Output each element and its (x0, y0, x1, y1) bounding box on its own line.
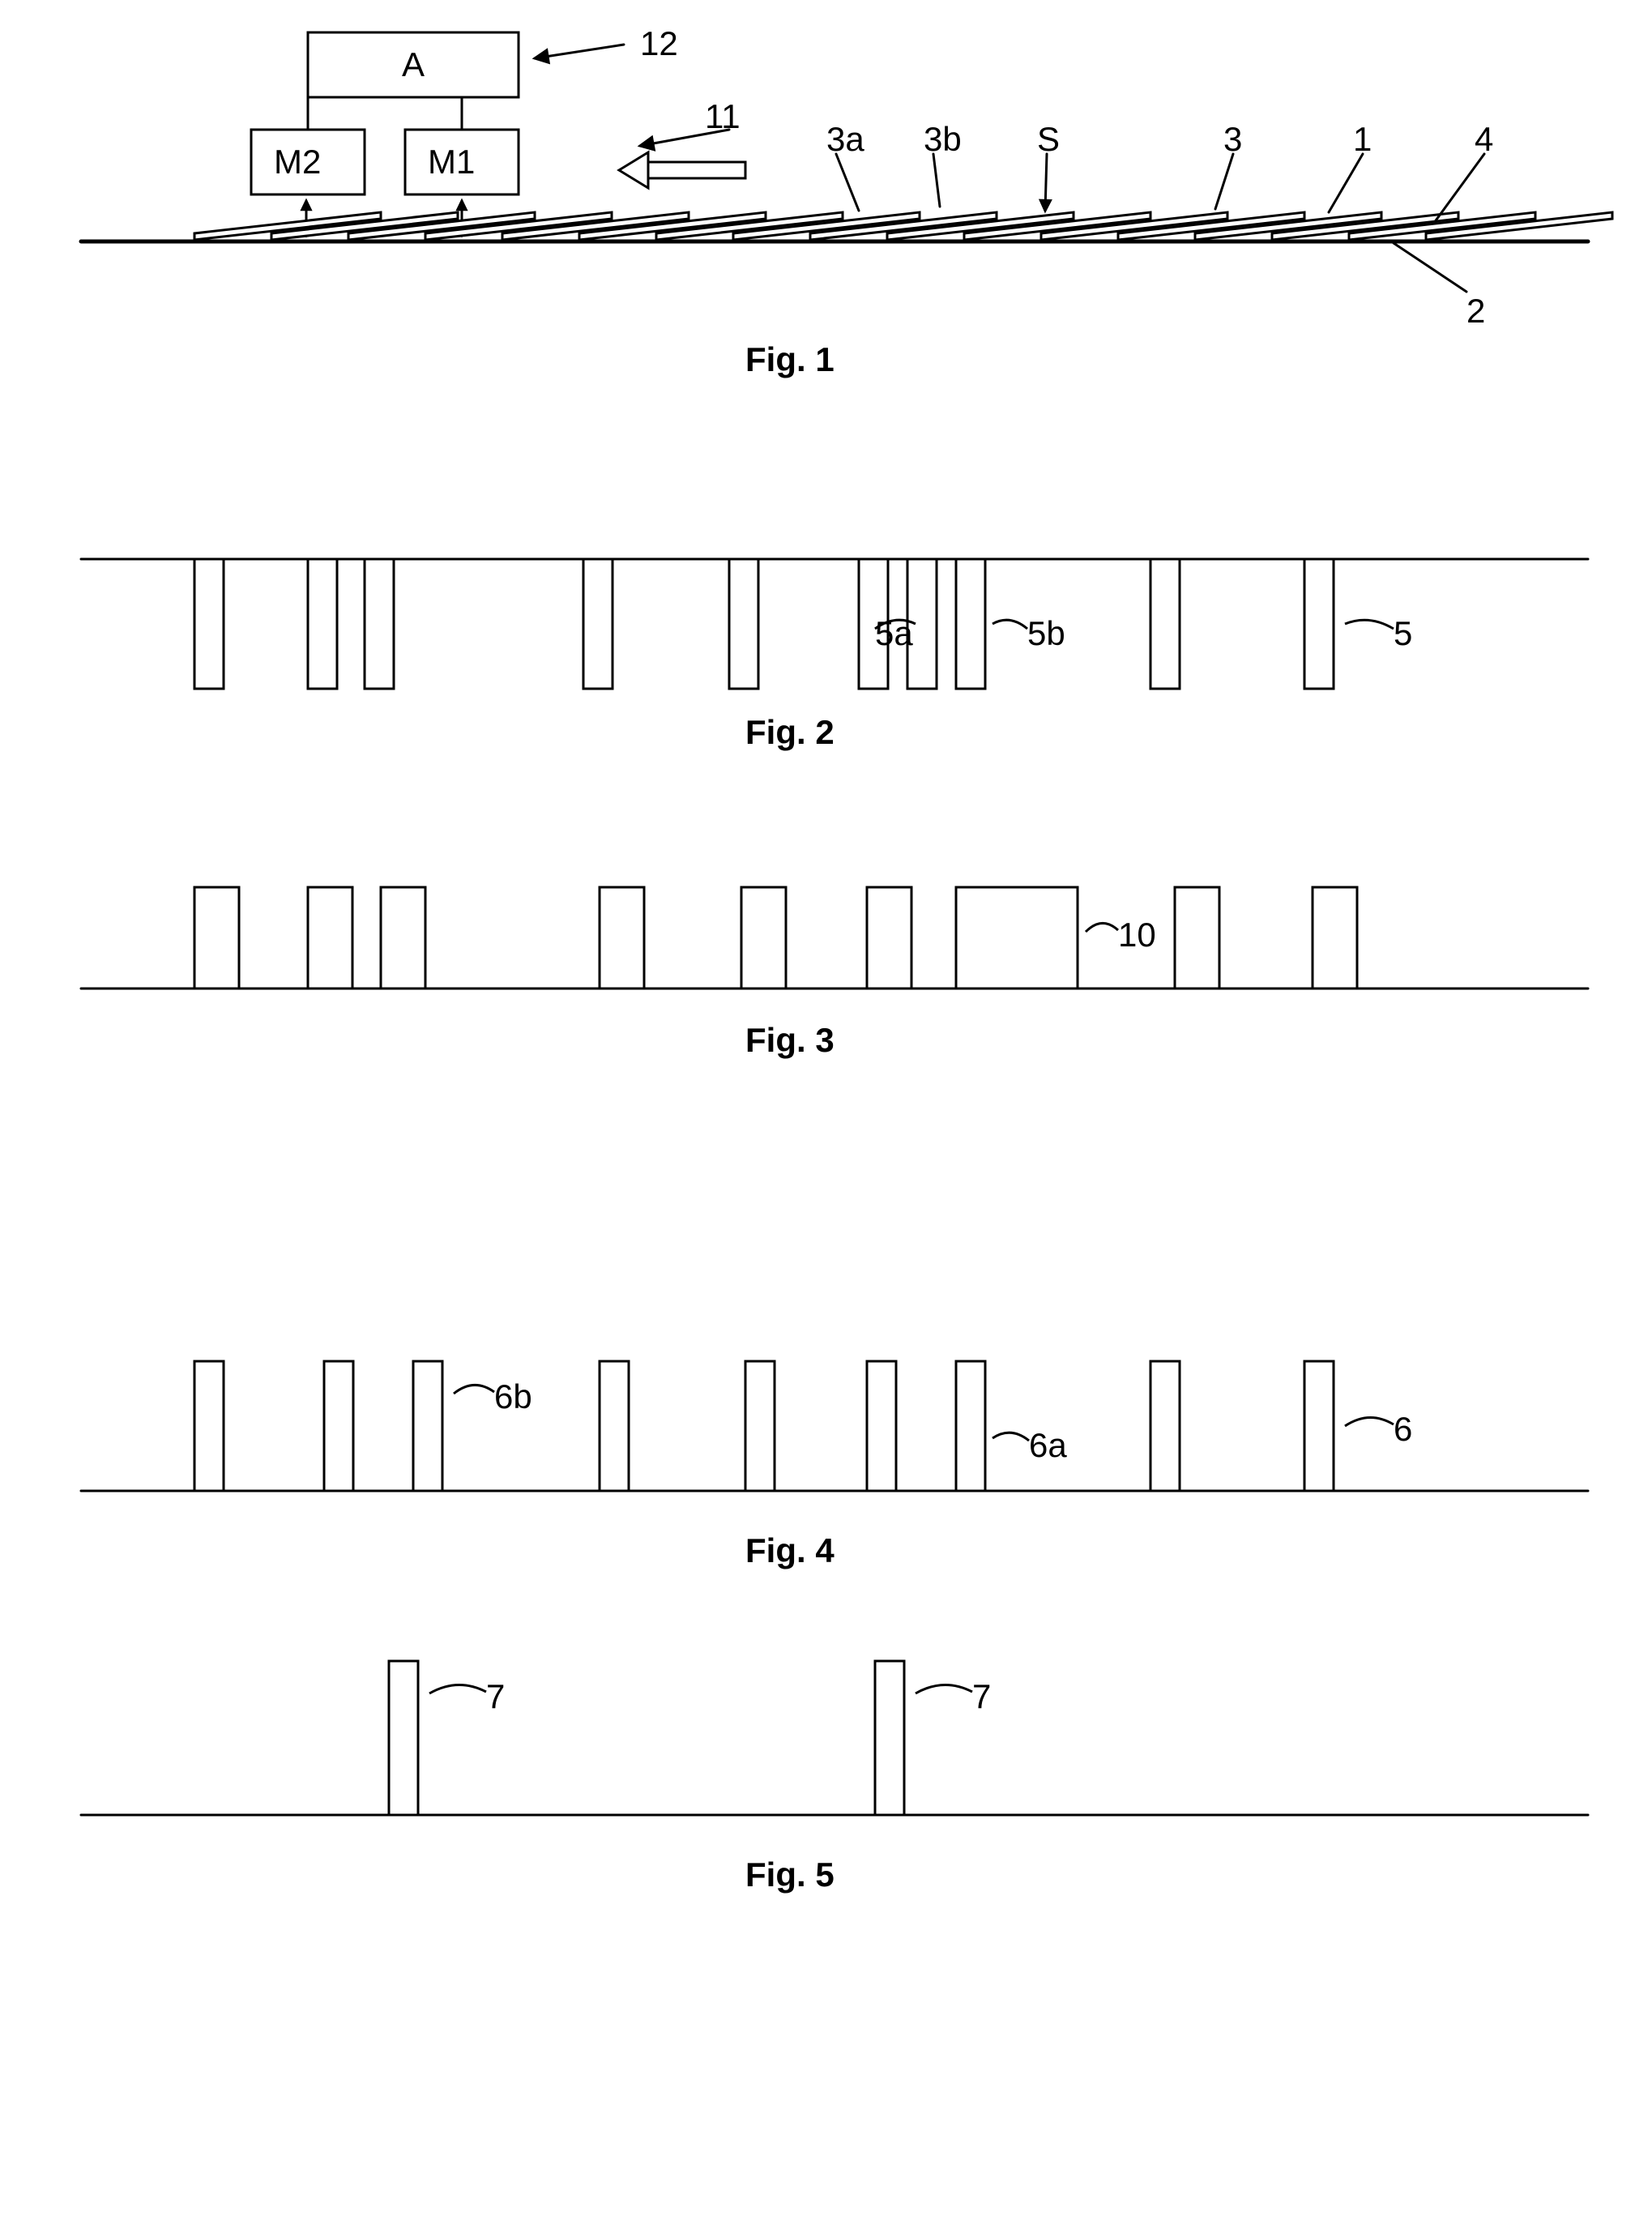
ref-s: S (1037, 120, 1060, 159)
fig3-caption: Fig. 3 (745, 1021, 835, 1060)
fig5-caption: Fig. 5 (745, 1855, 835, 1894)
ref-6: 6 (1394, 1410, 1412, 1449)
ref-3a: 3a (826, 120, 864, 159)
box-m1-label: M1 (428, 143, 475, 181)
ref-7-right: 7 (972, 1677, 991, 1716)
ref-6b: 6b (494, 1377, 532, 1416)
fig4-caption: Fig. 4 (745, 1531, 835, 1570)
ref-2: 2 (1466, 292, 1485, 331)
ref-3b: 3b (924, 120, 962, 159)
ref-6a: 6a (1029, 1426, 1067, 1465)
ref-5b: 5b (1027, 614, 1065, 653)
fig2-caption: Fig. 2 (745, 713, 835, 752)
fig1-caption: Fig. 1 (745, 340, 835, 379)
box-a-label: A (402, 45, 425, 84)
diagram-svg (0, 0, 1652, 2229)
ref-11: 11 (705, 97, 741, 136)
ref-7-left: 7 (486, 1677, 505, 1716)
ref-10: 10 (1118, 916, 1156, 954)
ref-4: 4 (1475, 120, 1493, 159)
ref-12: 12 (640, 24, 678, 63)
page: Fig. 1 Fig. 2 Fig. 3 Fig. 4 Fig. 5 A M2 … (0, 0, 1652, 2229)
ref-3: 3 (1223, 120, 1242, 159)
ref-5: 5 (1394, 614, 1412, 653)
ref-5a: 5a (875, 614, 913, 653)
ref-1: 1 (1353, 120, 1372, 159)
box-m2-label: M2 (274, 143, 321, 181)
